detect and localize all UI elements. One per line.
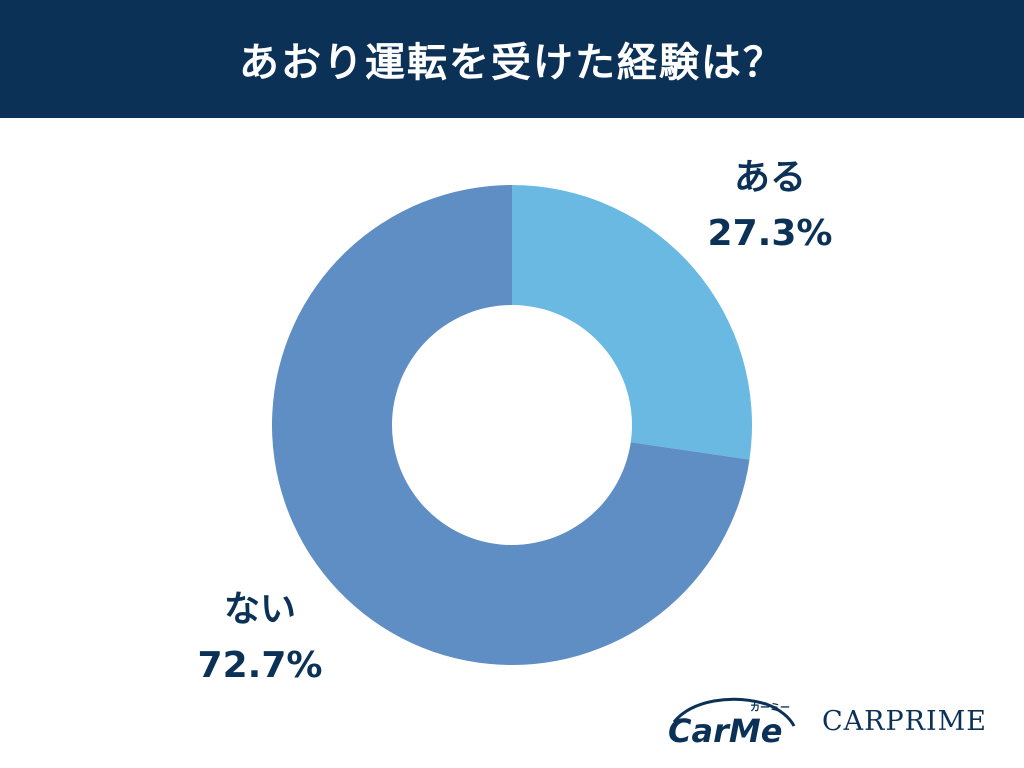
slice-label-aru: ある 27.3% xyxy=(690,150,850,262)
carme-wordmark-text: CarMe xyxy=(668,712,782,748)
carprime-logo: CARPRIME xyxy=(822,706,988,737)
slice-label-nai-value: 72.7% xyxy=(197,645,323,686)
title-bar: あおり運転を受けた経験は？ xyxy=(0,0,1024,118)
slice-label-nai: ない 72.7% xyxy=(180,582,340,694)
slice-label-nai-name: ない xyxy=(223,589,296,630)
carme-kana-text: カーミー xyxy=(750,702,790,714)
carme-logo: カーミー CarMe xyxy=(668,697,796,748)
slice-label-aru-value: 27.3% xyxy=(707,213,833,254)
chart-title: あおり運転を受けた経験は？ xyxy=(239,40,785,86)
slice-label-aru-name: ある xyxy=(733,157,806,198)
donut-slice-aru xyxy=(512,184,752,460)
donut-slices xyxy=(272,184,752,665)
donut-slice-nai xyxy=(272,185,750,665)
